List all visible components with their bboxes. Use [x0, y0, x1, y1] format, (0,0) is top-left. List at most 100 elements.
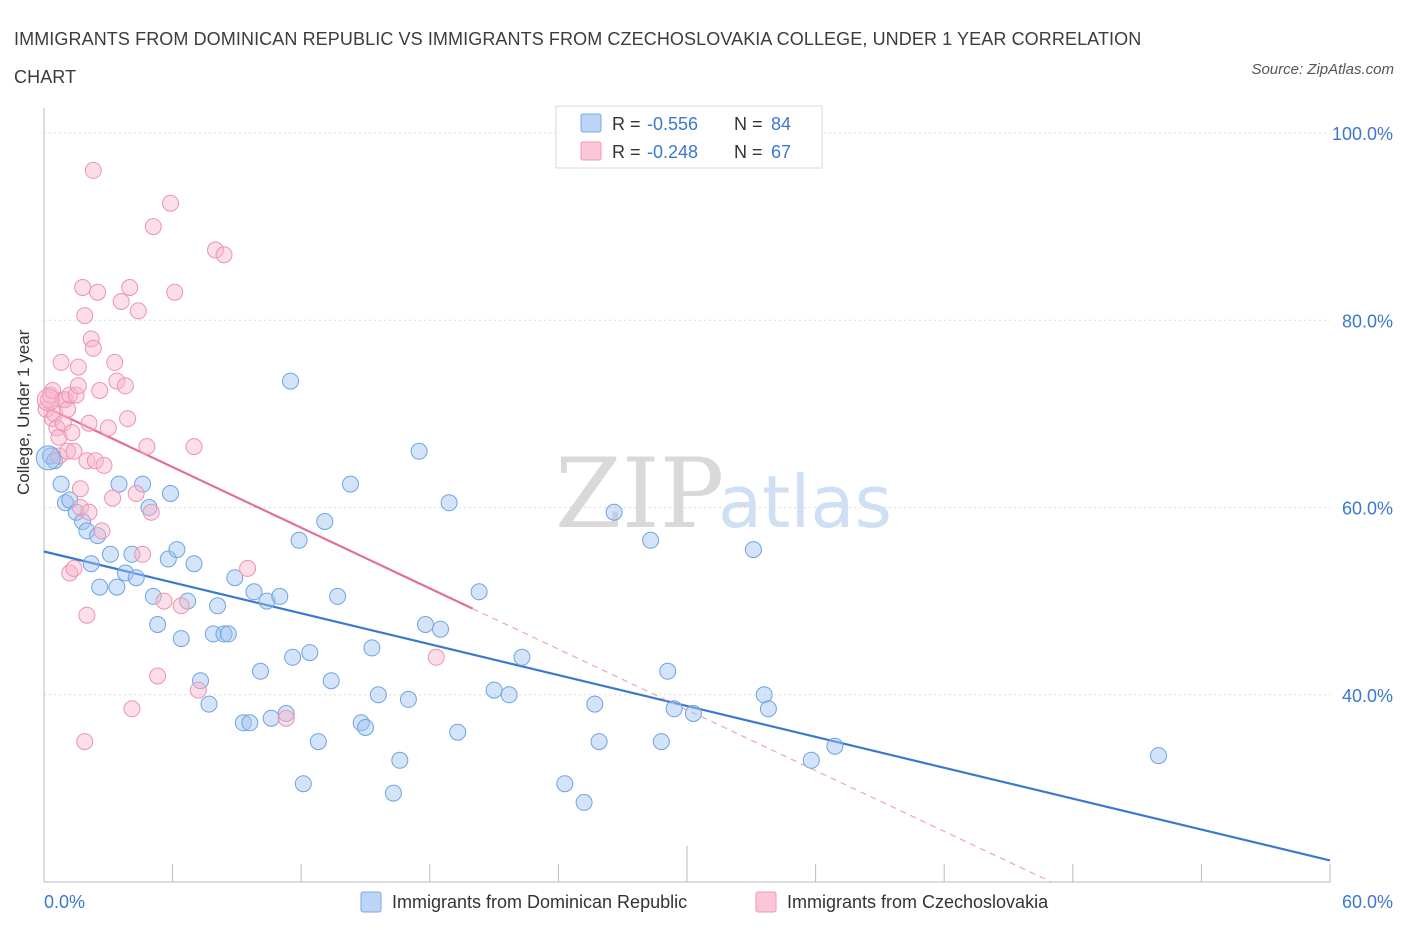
point-dominican-57 — [384, 784, 402, 802]
trendlines — [43, 405, 1331, 883]
point-czech-34 — [84, 161, 102, 179]
point-dominican-7 — [78, 522, 96, 540]
legend-swatch-blue — [580, 113, 602, 133]
point-dominican-17 — [134, 475, 152, 493]
watermark-zip: ZIP — [555, 438, 724, 550]
point-czech-cluster — [36, 388, 60, 412]
point-czech-47 — [121, 279, 139, 296]
trendline-dominican — [43, 550, 1331, 862]
watermark: ZIP atlas — [555, 438, 892, 550]
point-dominican-12 — [108, 578, 126, 596]
point-czech-57 — [162, 194, 179, 212]
x-tick-label-1: 60.0% — [1342, 892, 1393, 912]
point-dominican-31 — [215, 625, 233, 643]
point-dominican-82 — [826, 737, 844, 755]
point-czech-33 — [84, 339, 102, 357]
point-czech-66 — [427, 648, 445, 666]
point-czech-48 — [123, 700, 141, 718]
point-czech-4 — [44, 382, 62, 399]
point-dominican-77 — [684, 705, 702, 722]
point-czech-14 — [59, 442, 77, 460]
point-dominican-18 — [140, 499, 158, 516]
point-dominican-56 — [391, 751, 409, 769]
point-czech-19 — [65, 559, 83, 577]
legend-box: R = -0.556 N = 84 R = -0.248 N = 67 — [555, 105, 823, 169]
point-dominican-36 — [245, 583, 263, 601]
legend-r-label-1: R = — [612, 114, 641, 134]
point-dominican-39 — [262, 709, 280, 727]
point-dominican-24 — [172, 630, 190, 648]
point-dominican-61 — [432, 620, 449, 638]
point-dominican-50 — [329, 587, 347, 605]
point-dominican-66 — [500, 686, 518, 704]
point-dominican-41 — [277, 705, 295, 722]
point-dominican-63 — [449, 723, 467, 741]
point-dominican-10 — [91, 578, 109, 596]
legend-r-value-2: -0.248 — [647, 142, 698, 162]
point-czech-64 — [239, 559, 257, 577]
point-czech-45 — [116, 377, 134, 395]
point-dominican-44 — [282, 372, 299, 390]
point-dominican-6 — [74, 513, 92, 530]
y-tick-labels: 40.0% 60.0% 80.0% 100.0% — [1332, 124, 1393, 706]
legend-bottom-swatch-blue — [360, 891, 382, 913]
point-czech-21 — [69, 358, 87, 376]
point-dominican-30 — [209, 597, 227, 615]
point-czech-26 — [76, 307, 94, 325]
point-dominican-81 — [802, 751, 820, 769]
point-dominican-71 — [590, 733, 608, 751]
point-dominican-73 — [642, 531, 660, 549]
point-dominican-32 — [219, 625, 237, 643]
point-czech-11 — [54, 414, 72, 432]
point-czech-22 — [69, 377, 87, 395]
point-czech-15 — [61, 386, 79, 404]
point-dominican-60 — [417, 616, 434, 633]
point-dominican-21 — [162, 485, 179, 502]
y-tick-label-1: 60.0% — [1342, 499, 1393, 519]
point-dominican-59 — [410, 442, 428, 460]
point-dominican-62 — [440, 494, 458, 512]
x-tick-labels: 0.0% 60.0% — [44, 892, 1393, 912]
legend-swatch-pink — [580, 141, 602, 161]
point-czech-38 — [93, 522, 111, 540]
point-dominican-2 — [52, 475, 70, 493]
point-dominican-cluster — [35, 445, 61, 471]
point-czech-55 — [149, 667, 167, 685]
legend-bottom-swatch-pink — [755, 891, 777, 913]
point-czech-46 — [119, 410, 137, 428]
point-czech-35 — [86, 452, 104, 470]
axes — [43, 108, 1331, 883]
point-czech-37 — [91, 382, 109, 399]
legend-bottom: Immigrants from Dominican Republic Immig… — [360, 891, 1049, 913]
x-tick-label-0: 0.0% — [44, 892, 85, 912]
point-czech-59 — [172, 597, 190, 615]
point-dominican-48 — [316, 513, 334, 530]
legend-r-value-1: -0.556 — [647, 114, 698, 134]
point-dominican-69 — [575, 793, 593, 811]
point-dominican-16 — [127, 569, 145, 587]
point-czech-51 — [134, 545, 152, 563]
point-czech-27 — [76, 733, 94, 751]
point-czech-5 — [46, 405, 64, 423]
point-dominican-35 — [241, 714, 259, 732]
point-czech-43 — [108, 372, 126, 390]
point-dominican-80 — [759, 700, 777, 718]
point-czech-50 — [129, 302, 147, 320]
legend-bottom-label-2: Immigrants from Czechoslovakia — [787, 892, 1049, 912]
point-dominican-72 — [605, 503, 623, 521]
legend-n-label-2: N = — [734, 142, 763, 162]
trendline-czech-dashed — [472, 608, 1052, 883]
point-czech-63 — [215, 246, 233, 264]
point-dominican-20 — [149, 616, 167, 633]
legend-bottom-label-1: Immigrants from Dominican Republic — [392, 892, 687, 912]
point-czech-13 — [59, 400, 77, 418]
legend-n-label-1: N = — [734, 114, 763, 134]
data-points — [35, 161, 1167, 811]
point-czech-54 — [144, 218, 162, 236]
point-dominican-40 — [271, 587, 289, 605]
point-dominican-42 — [284, 648, 302, 666]
point-dominican-14 — [116, 564, 134, 582]
point-dominican-78 — [744, 541, 762, 559]
point-dominican-28 — [200, 695, 218, 713]
